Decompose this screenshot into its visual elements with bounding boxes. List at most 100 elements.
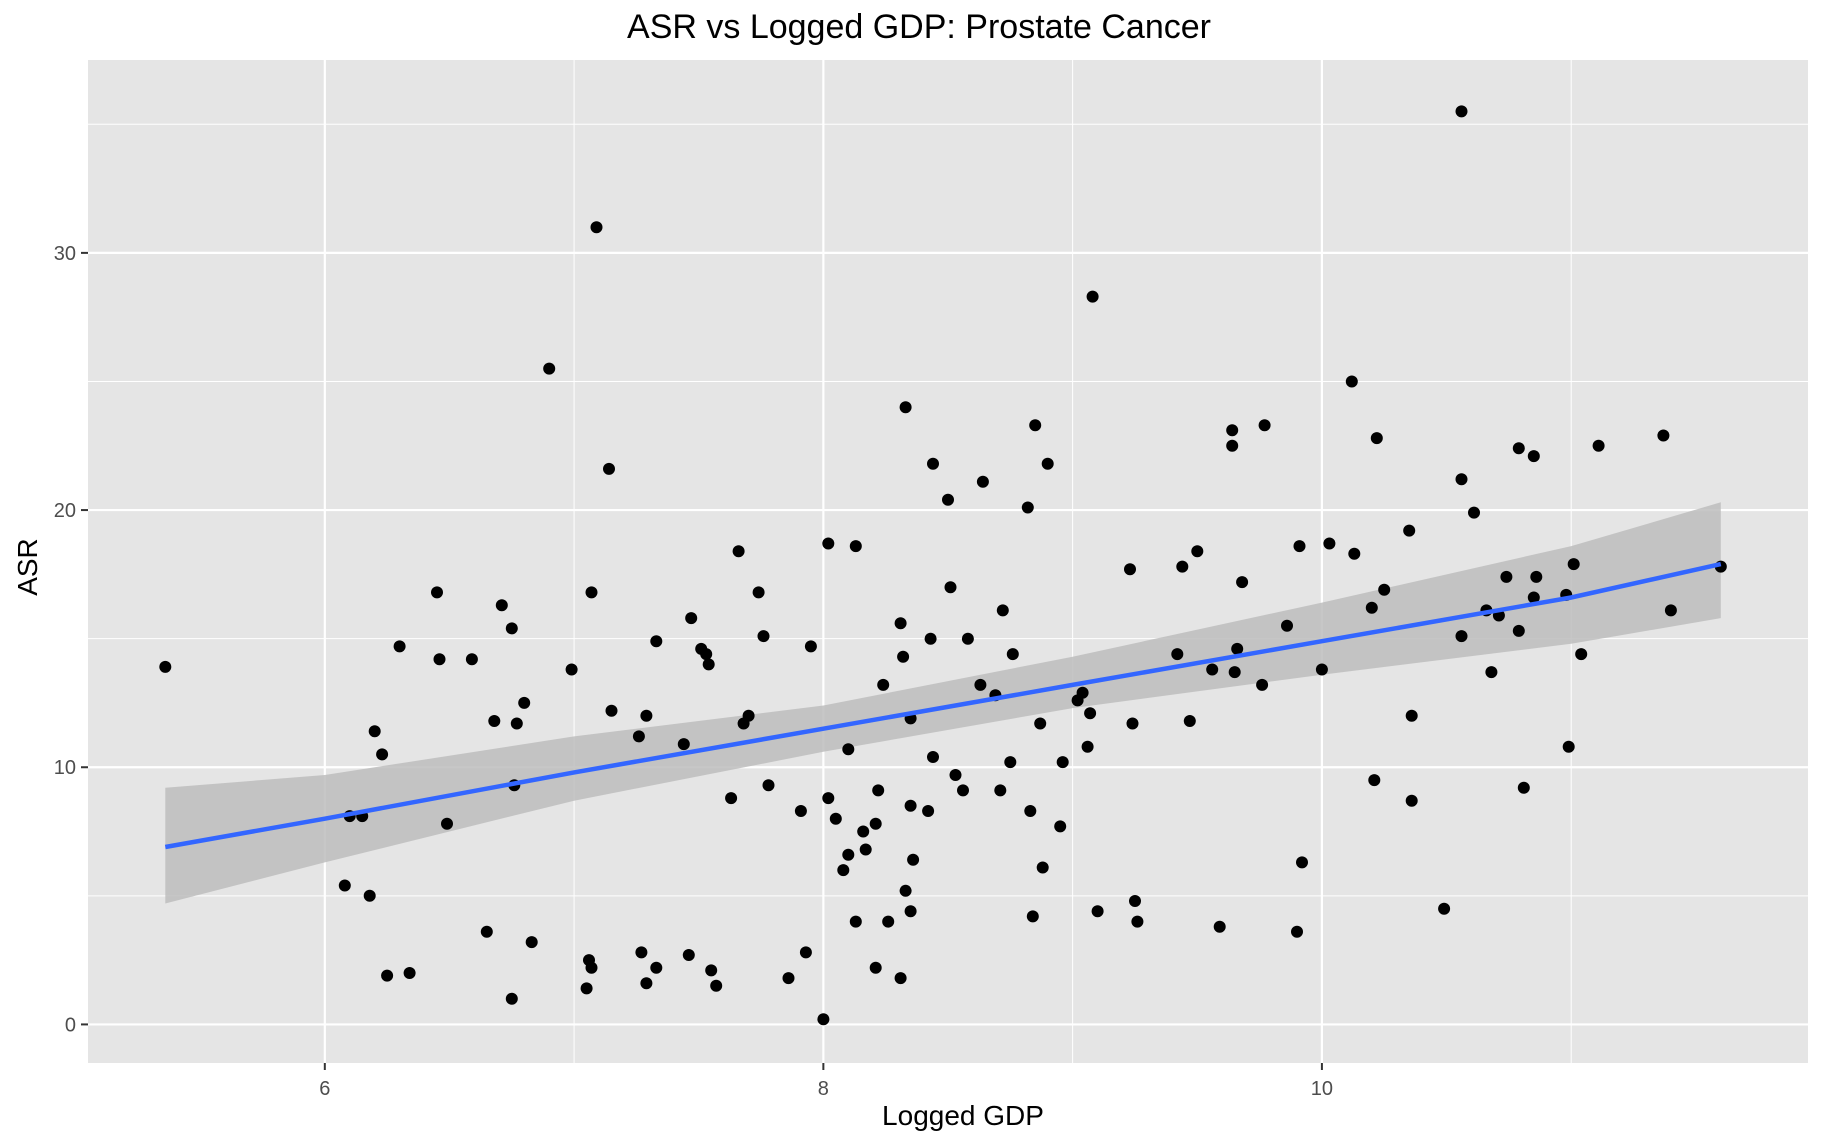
data-point [1512, 442, 1525, 455]
data-point [1206, 663, 1219, 676]
data-point [849, 540, 862, 553]
data-point [927, 457, 939, 470]
data-point [1004, 756, 1017, 769]
data-point [465, 653, 478, 666]
data-point [1131, 915, 1144, 928]
data-point [1315, 663, 1328, 676]
data-point [817, 1013, 830, 1026]
data-point [685, 612, 698, 625]
data-point [1056, 756, 1069, 769]
data-point [742, 709, 755, 722]
data-point [1345, 375, 1358, 388]
data-point [480, 925, 493, 938]
data-point [1081, 740, 1094, 753]
data-point [829, 812, 842, 825]
data-point [431, 586, 443, 599]
data-point [949, 769, 962, 781]
data-point [976, 475, 989, 488]
data-point [565, 663, 578, 676]
data-point [1293, 540, 1306, 553]
data-point [1021, 501, 1034, 514]
data-point [368, 725, 381, 738]
data-point [924, 632, 937, 645]
data-point [904, 799, 917, 812]
data-point [1365, 601, 1378, 614]
data-point [1368, 774, 1381, 787]
data-point [872, 784, 885, 797]
data-point [590, 221, 603, 234]
data-point [543, 362, 556, 375]
x-tick-label: 10 [1311, 1078, 1333, 1100]
y-tick-label: 0 [65, 1014, 76, 1036]
data-point [857, 825, 870, 838]
data-point [682, 949, 695, 961]
data-point [381, 969, 394, 982]
data-point [1034, 717, 1047, 730]
data-points [159, 105, 1727, 1026]
data-point [441, 817, 453, 830]
data-point [376, 748, 389, 761]
data-point [518, 696, 531, 709]
data-point [1530, 570, 1543, 583]
data-point [1006, 648, 1019, 661]
data-point [1171, 648, 1184, 661]
data-point [632, 730, 645, 743]
data-point [603, 462, 615, 475]
data-point [710, 979, 723, 992]
x-axis-label: Logged GDP [882, 1100, 1044, 1131]
data-point [1024, 805, 1037, 817]
data-point [822, 537, 835, 550]
data-point [1468, 506, 1480, 519]
data-point [403, 967, 416, 979]
data-point [752, 586, 765, 599]
data-point [1054, 820, 1067, 833]
data-point [974, 678, 987, 691]
data-point [393, 640, 406, 653]
data-point [961, 632, 974, 645]
data-point [1438, 902, 1451, 915]
data-point [899, 401, 912, 414]
data-point [1527, 591, 1540, 604]
regression-line [164, 561, 1722, 850]
data-point [922, 805, 935, 817]
data-point [338, 879, 351, 892]
data-point [822, 792, 835, 805]
data-point [927, 751, 939, 763]
data-point [1455, 473, 1468, 486]
data-point [650, 961, 663, 974]
data-point [363, 889, 376, 902]
data-point [1281, 619, 1293, 632]
data-point [1256, 678, 1269, 691]
data-point [842, 848, 855, 861]
data-point [944, 581, 957, 594]
data-point [904, 905, 917, 918]
data-point [1405, 709, 1418, 722]
data-point [1126, 717, 1139, 730]
data-point [1226, 439, 1239, 452]
x-tick-label: 8 [818, 1078, 829, 1100]
data-point [640, 709, 653, 722]
y-tick-label: 20 [54, 500, 76, 522]
data-point [799, 946, 812, 959]
chart-title: ASR vs Logged GDP: Prostate Cancer [627, 8, 1211, 46]
data-point [1664, 604, 1677, 617]
data-point [1231, 642, 1244, 655]
y-tick-label: 10 [54, 757, 76, 779]
data-point [495, 599, 508, 612]
x-tick-label: 6 [319, 1078, 330, 1100]
data-point [1086, 290, 1099, 303]
data-point [842, 743, 855, 756]
data-point [894, 617, 907, 630]
data-point [899, 884, 912, 897]
data-point [1455, 105, 1468, 118]
data-point [762, 779, 775, 792]
data-point [1567, 558, 1580, 571]
data-point [1036, 861, 1049, 874]
data-point [804, 640, 817, 653]
data-point [635, 946, 648, 959]
data-point [1236, 576, 1249, 589]
data-point [1485, 666, 1498, 679]
data-point [859, 843, 872, 856]
data-point [700, 648, 713, 661]
data-point [1124, 563, 1136, 576]
